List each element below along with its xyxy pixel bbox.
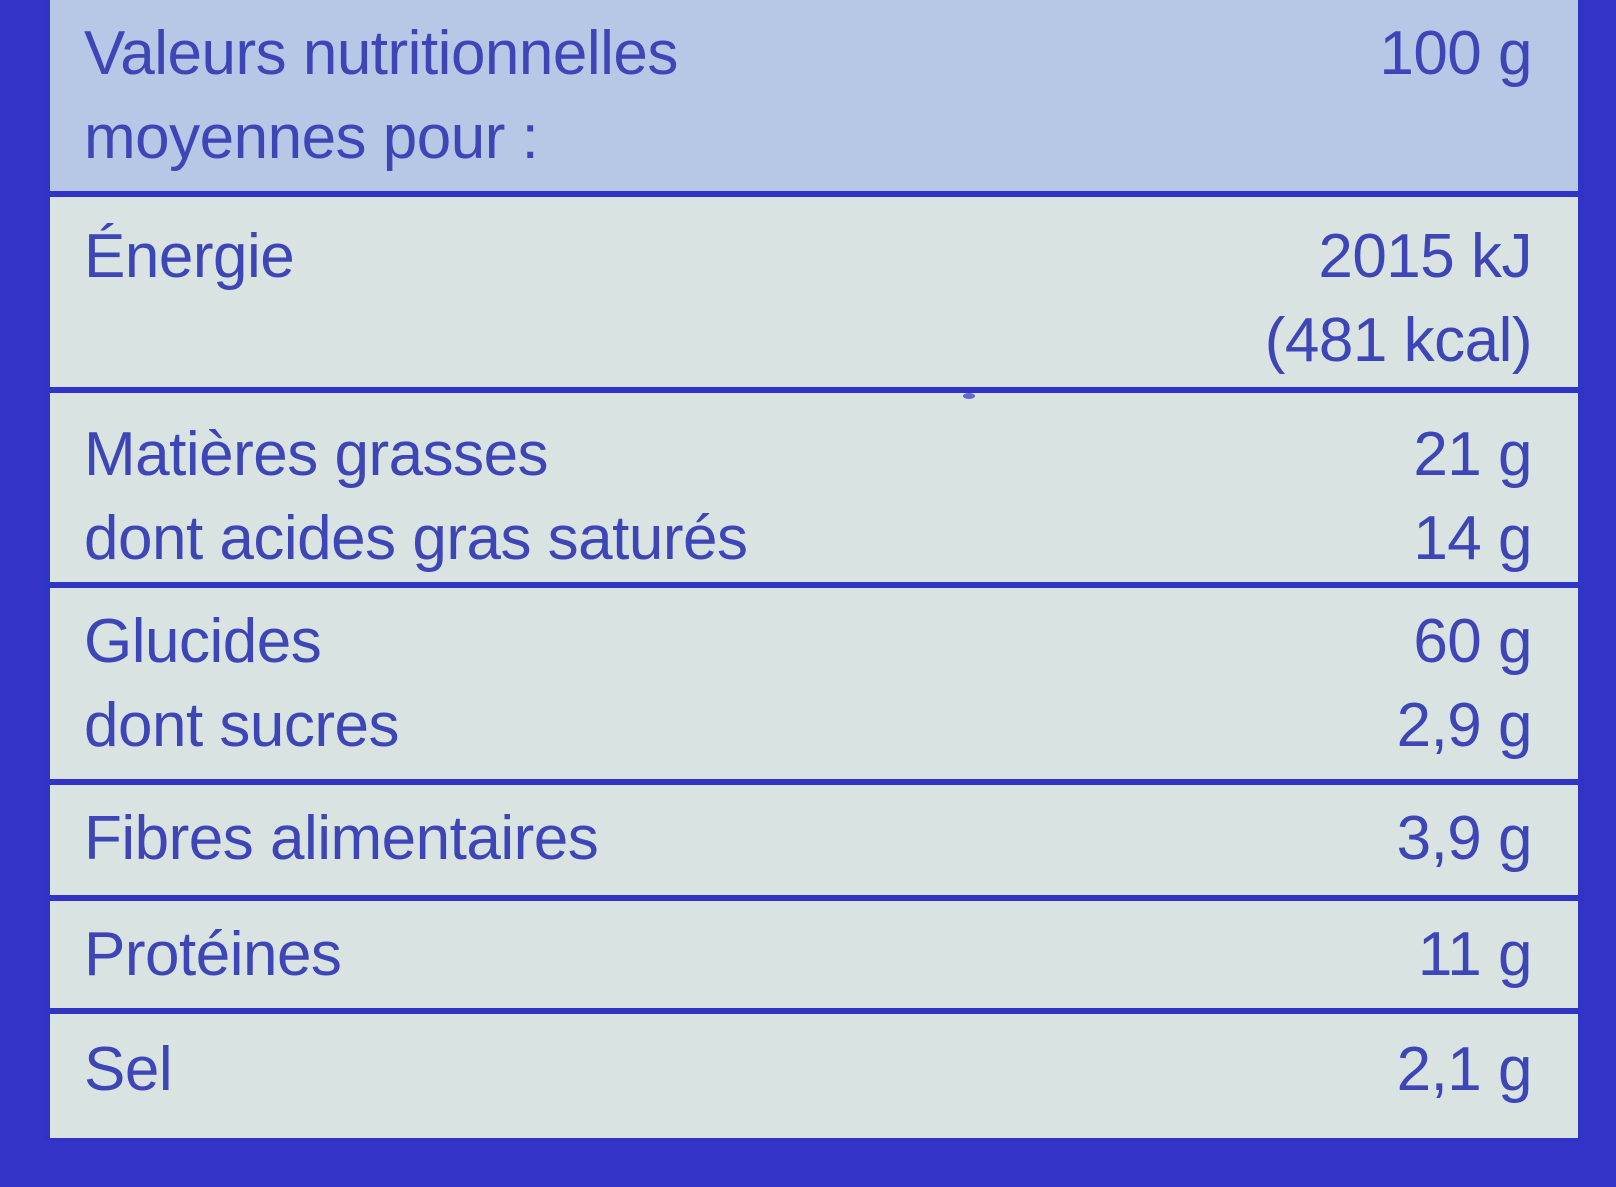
fibre-value: 3,9 g: [1396, 804, 1533, 874]
carbohydrates-label: Glucides: [84, 606, 322, 676]
salt-value: 2,1 g: [1396, 1035, 1533, 1105]
header-title: Valeurs nutritionnelles moyennes pour :: [84, 12, 678, 180]
fibre-label: Fibres alimentaires: [84, 804, 599, 874]
fat-value-column: 21 g 14 g: [1413, 413, 1532, 581]
carbohydrates-label-column: Glucides dont sucres: [84, 600, 400, 768]
table-row-salt: Sel 2,1 g: [50, 1014, 1578, 1138]
energy-value-column: 2015 kJ (481 kcal): [1264, 215, 1533, 383]
energy-kcal-value: (481 kcal): [1264, 306, 1533, 376]
protein-value: 11 g: [1417, 919, 1533, 989]
per-amount: 100 g: [1379, 19, 1532, 88]
protein-label: Protéines: [84, 919, 342, 989]
carbohydrates-value-column: 60 g 2,9 g: [1396, 600, 1533, 768]
header-title-line-1: Valeurs nutritionnelles: [84, 19, 678, 88]
energy-label-column: Énergie: [84, 215, 295, 299]
table-header-row: Valeurs nutritionnelles moyennes pour : …: [50, 0, 1578, 198]
saturated-fat-value: 14 g: [1413, 503, 1532, 573]
carbohydrates-value: 60 g: [1413, 606, 1532, 676]
table-row-fat: Matières grasses dont acides gras saturé…: [50, 392, 1578, 588]
header-title-line-2: moyennes pour :: [84, 103, 539, 172]
sugars-value: 2,9 g: [1396, 690, 1533, 760]
table-row-carbohydrates: Glucides dont sucres 60 g 2,9 g: [50, 588, 1578, 786]
print-speck: [963, 392, 975, 399]
table-row-fibre: Fibres alimentaires 3,9 g: [50, 785, 1578, 901]
header-amount-column: 100 g: [1379, 12, 1532, 96]
sugars-label: dont sucres: [84, 690, 400, 760]
energy-label: Énergie: [84, 222, 295, 292]
fat-label: Matières grasses: [84, 419, 549, 489]
fat-label-column: Matières grasses dont acides gras saturé…: [84, 413, 748, 581]
energy-kj-value: 2015 kJ: [1318, 222, 1532, 292]
nutrition-table: Valeurs nutritionnelles moyennes pour : …: [50, 0, 1578, 1138]
salt-label: Sel: [84, 1035, 173, 1105]
saturated-fat-label: dont acides gras saturés: [84, 503, 748, 573]
table-row-energy: Énergie 2015 kJ (481 kcal): [50, 197, 1578, 393]
nutrition-label-panel: Valeurs nutritionnelles moyennes pour : …: [44, 0, 1584, 1142]
fat-value: 21 g: [1413, 419, 1532, 489]
table-row-protein: Protéines 11 g: [50, 901, 1578, 1015]
